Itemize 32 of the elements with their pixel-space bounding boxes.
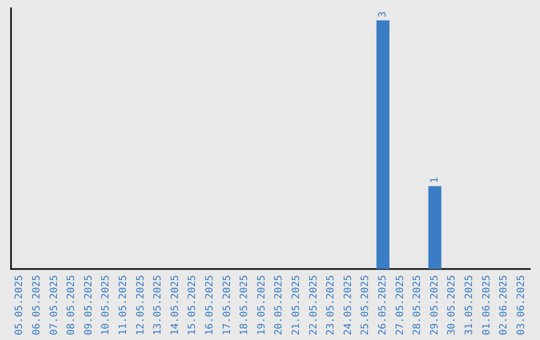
x-tick-label: 30.05.2025 bbox=[446, 275, 458, 336]
x-tick-label: 25.05.2025 bbox=[360, 275, 372, 336]
x-tick-label: 28.05.2025 bbox=[412, 275, 424, 336]
x-tick-label: 03.06.2025 bbox=[516, 275, 527, 336]
x-tick-label: 31.05.2025 bbox=[464, 275, 475, 336]
x-tick-label: 02.06.2025 bbox=[498, 275, 510, 336]
x-tick-label: 22.05.2025 bbox=[308, 275, 320, 336]
x-tick-label: 18.05.2025 bbox=[239, 275, 250, 336]
x-tick-label: 07.05.2025 bbox=[48, 275, 60, 336]
x-tick-label: 05.05.2025 bbox=[14, 275, 26, 336]
x-tick-label: 15.05.2025 bbox=[187, 275, 198, 336]
x-tick-label: 29.05.2025 bbox=[429, 275, 440, 336]
x-tick-label: 23.05.2025 bbox=[326, 275, 337, 336]
x-tick-label: 12.05.2025 bbox=[135, 275, 146, 336]
x-tick-label: 27.05.2025 bbox=[394, 275, 406, 336]
x-tick-label: 08.05.2025 bbox=[66, 275, 78, 336]
x-tick-label: 17.05.2025 bbox=[222, 275, 233, 336]
x-tick-label: 01.06.2025 bbox=[481, 275, 492, 336]
x-tick-label: 06.05.2025 bbox=[31, 275, 42, 336]
x-tick-label: 09.05.2025 bbox=[83, 275, 94, 336]
x-tick-label: 13.05.2025 bbox=[152, 275, 164, 336]
x-tick-label: 20.05.2025 bbox=[274, 275, 285, 336]
x-tick-label: 19.05.2025 bbox=[256, 275, 268, 336]
data-label: 3 bbox=[377, 11, 388, 18]
x-tick-label: 14.05.2025 bbox=[170, 275, 181, 336]
x-tick-label: 24.05.2025 bbox=[342, 275, 354, 336]
x-tick-label: 26.05.2025 bbox=[377, 275, 388, 336]
data-label: 1 bbox=[429, 177, 440, 184]
x-tick-label: 21.05.2025 bbox=[290, 275, 302, 336]
x-tick-label: 10.05.2025 bbox=[100, 275, 112, 336]
x-tick-label: 16.05.2025 bbox=[204, 275, 216, 336]
x-tick-label: 11.05.2025 bbox=[118, 275, 129, 336]
